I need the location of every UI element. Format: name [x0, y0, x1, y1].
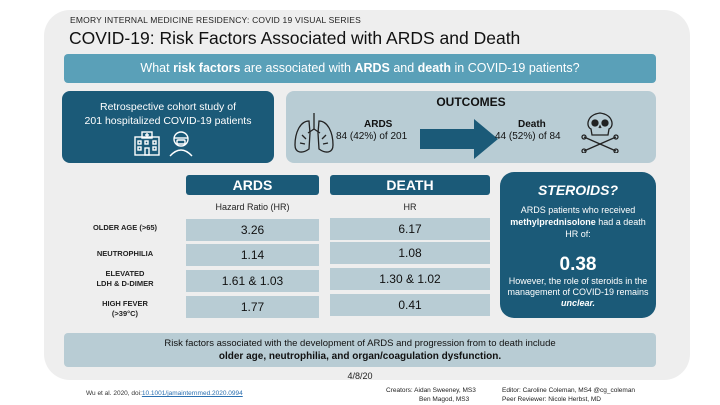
- steroids-description: ARDS patients who received methylprednis…: [506, 204, 650, 240]
- hospital-icon: [134, 131, 160, 156]
- steroids-title: STEROIDS?: [537, 182, 619, 198]
- table-cell-death: 1.30 & 1.02: [330, 268, 490, 290]
- question-text: What: [140, 61, 174, 75]
- creator-line-2: Ben Magod, MS3: [419, 396, 470, 403]
- summary-line-1: Risk factors associated with the develop…: [164, 338, 556, 349]
- row-label-neutrophilia: NEUTROPHILIA: [70, 249, 180, 259]
- ards-column-header: ARDS: [186, 175, 319, 195]
- table-cell-death: 1.08: [330, 242, 490, 264]
- row-label-line: (>39°C): [111, 309, 139, 318]
- row-label-line: HIGH FEVER: [102, 299, 148, 308]
- steroids-text: had a death HR of:: [565, 217, 646, 239]
- row-label-line: NEUTROPHILIA: [96, 249, 154, 258]
- lungs-icon: [292, 111, 336, 162]
- patient-icon: [169, 131, 193, 157]
- table-cell-death: 0.41: [330, 294, 490, 316]
- summary-banner: Risk factors associated with the develop…: [64, 333, 656, 367]
- question-bold-death: death: [417, 61, 452, 75]
- question-text: and: [389, 61, 418, 75]
- editors: Editor: Caroline Coleman, MS4 @cg_colema…: [502, 386, 635, 404]
- question-banner: What risk factors are associated with AR…: [64, 54, 656, 83]
- question-bold-ards: ARDS: [354, 61, 390, 75]
- study-description: Retrospective cohort study of 201 hospit…: [62, 100, 274, 128]
- row-label-line: LDH & D-DIMER: [96, 279, 154, 288]
- citation-text: Wu et al. 2020, doi:: [86, 390, 142, 397]
- table-cell-ards: 3.26: [186, 219, 319, 241]
- study-icons: [132, 129, 202, 162]
- row-label-elevated-ldh: ELEVATED LDH & D-DIMER: [70, 269, 180, 289]
- row-label-older-age: OLDER AGE (>65): [70, 223, 180, 233]
- table-cell-ards: 1.77: [186, 296, 319, 318]
- row-label-high-fever: HIGH FEVER (>39°C): [70, 299, 180, 319]
- study-box: Retrospective cohort study of 201 hospit…: [62, 91, 274, 163]
- steroids-box: STEROIDS? ARDS patients who received met…: [500, 172, 656, 318]
- skull-crossbones-icon: [580, 107, 620, 158]
- creator-line-1: Creators: Aidan Sweeney, MS3: [386, 387, 476, 394]
- doi-link[interactable]: 10.1001/jamainternmed.2020.0994: [141, 390, 243, 397]
- citation: Wu et al. 2020, doi:10.1001/jamainternme…: [86, 390, 243, 397]
- creators: Creators: Aidan Sweeney, MS3 Ben Magod, …: [386, 386, 476, 404]
- table-cell-death: 6.17: [330, 218, 490, 240]
- reviewer-line: Peer Reviewer: Nicole Herbst, MD: [502, 396, 601, 403]
- outcome-death-value: 44 (52%) of 84: [495, 131, 561, 142]
- publication-date: 4/8/20: [347, 371, 373, 381]
- study-line-2: 201 hospitalized COVID-19 patients: [84, 115, 252, 127]
- question-text: in COVID-19 patients?: [451, 61, 580, 75]
- table-cell-ards: 1.14: [186, 244, 319, 266]
- row-label-line: ELEVATED: [105, 269, 145, 278]
- summary-line-2: older age, neutrophilia, and organ/coagu…: [218, 351, 502, 362]
- table-cell-ards: 1.61 & 1.03: [186, 270, 319, 292]
- steroids-hr-value: 0.38: [559, 254, 597, 275]
- outcomes-box: OUTCOMES ARDS 84 (42%) of 201 Death 44 (…: [286, 91, 656, 163]
- steroids-note-text: However, the role of steroids in the man…: [507, 276, 649, 297]
- death-column-header: DEATH: [330, 175, 490, 195]
- page-title: COVID-19: Risk Factors Associated with A…: [69, 28, 521, 48]
- question-bold-risk: risk factors: [173, 61, 241, 75]
- outcome-death-label: Death: [518, 119, 546, 130]
- ards-column-subheader: Hazard Ratio (HR): [215, 202, 290, 212]
- row-label-line: OLDER AGE (>65): [92, 223, 158, 232]
- outcomes-title: OUTCOMES: [436, 95, 506, 109]
- steroids-note: However, the role of steroids in the man…: [506, 276, 650, 309]
- death-column-subheader: HR: [403, 202, 417, 212]
- outcome-ards-value: 84 (42%) of 201: [336, 131, 408, 142]
- steroids-text: ARDS patients who received: [520, 205, 636, 215]
- question-text: are associated with: [240, 61, 355, 75]
- series-label: EMORY INTERNAL MEDICINE RESIDENCY: COVID…: [70, 15, 362, 25]
- steroids-note-emphasis: unclear.: [560, 298, 596, 308]
- steroids-drug-name: methylprednisolone: [510, 217, 596, 227]
- arrow-right-icon: [420, 119, 500, 164]
- outcome-ards-label: ARDS: [364, 119, 393, 130]
- study-line-1: Retrospective cohort study of: [100, 101, 236, 113]
- editor-line: Editor: Caroline Coleman, MS4 @cg_colema…: [502, 387, 636, 394]
